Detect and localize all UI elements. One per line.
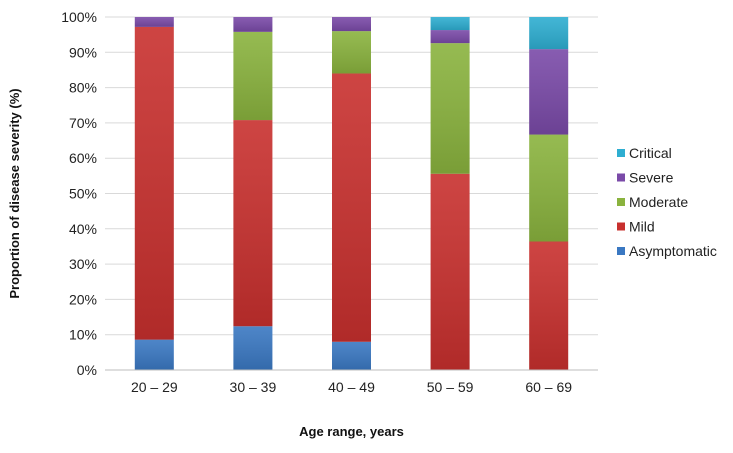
- x-axis-title: Age range, years: [299, 424, 404, 439]
- y-axis-title: Proportion of disease severity (%): [7, 88, 22, 298]
- bars: [134, 17, 569, 370]
- legend-swatch-moderate: [617, 198, 625, 206]
- y-tick-label: 10%: [69, 327, 97, 343]
- bar-segment-shade: [332, 17, 371, 32]
- y-tick-label: 90%: [69, 44, 97, 60]
- bar-segment-shade: [134, 17, 174, 27]
- legend-label-mild: Mild: [629, 219, 655, 235]
- bar-segment-shade: [134, 339, 174, 370]
- bar-segment-shade: [529, 134, 569, 242]
- bar-segment-shade: [134, 26, 174, 340]
- legend-swatch-asymptomatic: [617, 247, 625, 255]
- x-tick-label: 40 – 49: [328, 379, 375, 395]
- bar-segment-shade: [529, 241, 569, 370]
- y-tick-label: 80%: [69, 80, 97, 96]
- legend: Critical Severe Moderate Mild Asymptomatic: [617, 145, 717, 259]
- bar-segment-shade: [332, 73, 371, 342]
- y-tick-label: 100%: [61, 9, 97, 25]
- bar-segment-shade: [332, 341, 371, 370]
- x-tick-label: 20 – 29: [131, 379, 178, 395]
- x-tick-label: 50 – 59: [427, 379, 474, 395]
- bar-segment-shade: [430, 30, 470, 44]
- x-tick-label: 30 – 39: [230, 379, 277, 395]
- legend-swatch-critical: [617, 149, 625, 157]
- y-tick-label: 30%: [69, 256, 97, 272]
- y-tick-label: 20%: [69, 291, 97, 307]
- bar-segment-shade: [332, 31, 371, 74]
- legend-label-moderate: Moderate: [629, 194, 688, 210]
- legend-label-critical: Critical: [629, 145, 672, 161]
- bar-segment-shade: [430, 173, 470, 370]
- bar-segment-shade: [233, 326, 273, 370]
- bar-segment-shade: [529, 49, 569, 135]
- legend-swatch-severe: [617, 173, 625, 182]
- bar-segment-shade: [430, 43, 470, 174]
- bar-segment-shade: [233, 31, 273, 121]
- y-tick-label: 50%: [69, 186, 97, 202]
- x-tick-label: 60 – 69: [525, 379, 572, 395]
- legend-label-asymptomatic: Asymptomatic: [629, 243, 717, 259]
- bar-segment-shade: [529, 17, 569, 50]
- y-tick-label: 0%: [77, 362, 97, 378]
- y-axis-ticks: 0% 10% 20% 30% 40% 50% 60% 70% 80% 90% 100%: [61, 9, 97, 378]
- x-axis-ticks: 20 – 29 30 – 39 40 – 49 50 – 59 60 – 69: [131, 379, 572, 395]
- y-tick-label: 60%: [69, 150, 97, 166]
- bar-segment-shade: [430, 17, 470, 31]
- legend-swatch-mild: [617, 222, 625, 231]
- bar-segment-shade: [233, 120, 273, 327]
- y-tick-label: 70%: [69, 115, 97, 131]
- y-tick-label: 40%: [69, 221, 97, 237]
- legend-label-severe: Severe: [629, 170, 674, 186]
- bar-segment-shade: [233, 17, 273, 32]
